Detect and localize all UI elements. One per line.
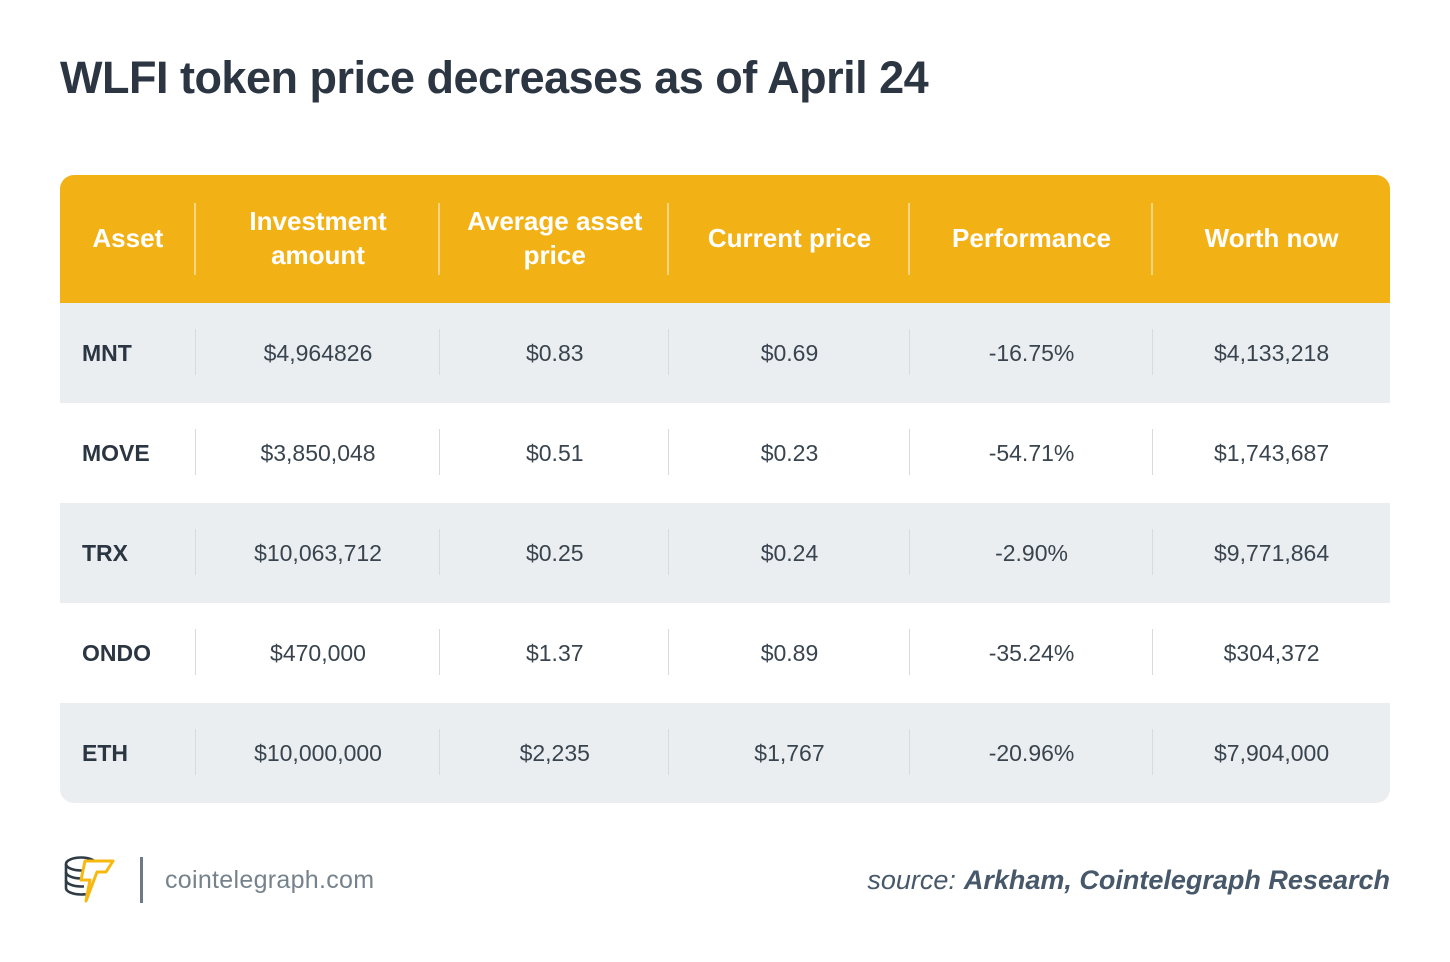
source-value: Arkham, Cointelegraph Research bbox=[963, 864, 1390, 895]
column-header-investment-amount: Investment amount bbox=[196, 175, 441, 303]
investment-amount-cell: $10,063,712 bbox=[196, 503, 441, 603]
asset-cell: TRX bbox=[60, 503, 196, 603]
investment-amount-cell: $3,850,048 bbox=[196, 403, 441, 503]
column-header-worth-now: Worth now bbox=[1204, 223, 1339, 254]
table-row-move: MOVE $3,850,048 $0.51 $0.23 -54.71% $1,7… bbox=[60, 403, 1390, 503]
current-price-cell: $1,767 bbox=[669, 703, 910, 803]
column-header-performance: Performance bbox=[910, 175, 1154, 303]
asset-cell: ONDO bbox=[60, 603, 196, 703]
page-title: WLFI token price decreases as of April 2… bbox=[60, 52, 929, 103]
average-asset-price-cell: $0.51 bbox=[440, 403, 669, 503]
cointelegraph-brand: cointelegraph.com bbox=[60, 849, 374, 912]
performance-cell: -54.71% bbox=[910, 403, 1154, 503]
brand-divider bbox=[140, 857, 143, 903]
footer: cointelegraph.com source: Arkham, Cointel… bbox=[60, 846, 1390, 914]
performance-cell: -20.96% bbox=[910, 703, 1154, 803]
worth-now-cell: $304,372 bbox=[1223, 639, 1320, 666]
current-price-cell: $0.89 bbox=[669, 603, 910, 703]
current-price-cell: $0.24 bbox=[669, 503, 910, 603]
performance-cell: -2.90% bbox=[910, 503, 1154, 603]
investment-amount-cell: $10,000,000 bbox=[196, 703, 441, 803]
investment-amount-cell: $4,964826 bbox=[196, 303, 441, 403]
token-price-table: Asset Investment amount Average asset pr… bbox=[60, 175, 1390, 803]
average-asset-price-cell: $1.37 bbox=[440, 603, 669, 703]
asset-cell: MNT bbox=[60, 303, 196, 403]
current-price-cell: $0.69 bbox=[669, 303, 910, 403]
worth-now-cell: $7,904,000 bbox=[1214, 739, 1330, 766]
average-asset-price-cell: $0.83 bbox=[440, 303, 669, 403]
worth-now-cell: $1,743,687 bbox=[1214, 439, 1330, 466]
cointelegraph-logo-icon bbox=[60, 849, 118, 912]
table-row-mnt: MNT $4,964826 $0.83 $0.69 -16.75% $4,133… bbox=[60, 303, 1390, 403]
column-header-average-asset-price: Average asset price bbox=[440, 175, 669, 303]
table-row-trx: TRX $10,063,712 $0.25 $0.24 -2.90% $9,77… bbox=[60, 503, 1390, 603]
average-asset-price-cell: $2,235 bbox=[440, 703, 669, 803]
worth-now-cell: $9,771,864 bbox=[1214, 539, 1330, 566]
asset-cell: ETH bbox=[60, 703, 196, 803]
asset-cell: MOVE bbox=[60, 403, 196, 503]
table-header-row: Asset Investment amount Average asset pr… bbox=[60, 175, 1390, 303]
brand-url: cointelegraph.com bbox=[165, 865, 375, 894]
column-header-asset: Asset bbox=[60, 175, 196, 303]
average-asset-price-cell: $0.25 bbox=[440, 503, 669, 603]
performance-cell: -35.24% bbox=[910, 603, 1154, 703]
source-label: source: bbox=[867, 864, 956, 895]
source-credit: source: Arkham, Cointelegraph Research bbox=[867, 865, 1390, 896]
current-price-cell: $0.23 bbox=[669, 403, 910, 503]
investment-amount-cell: $470,000 bbox=[196, 603, 441, 703]
table-row-eth: ETH $10,000,000 $2,235 $1,767 -20.96% $7… bbox=[60, 703, 1390, 803]
column-header-current-price: Current price bbox=[669, 175, 910, 303]
worth-now-cell: $4,133,218 bbox=[1214, 339, 1330, 366]
performance-cell: -16.75% bbox=[910, 303, 1154, 403]
table-row-ondo: ONDO $470,000 $1.37 $0.89 -35.24% $304,3… bbox=[60, 603, 1390, 703]
